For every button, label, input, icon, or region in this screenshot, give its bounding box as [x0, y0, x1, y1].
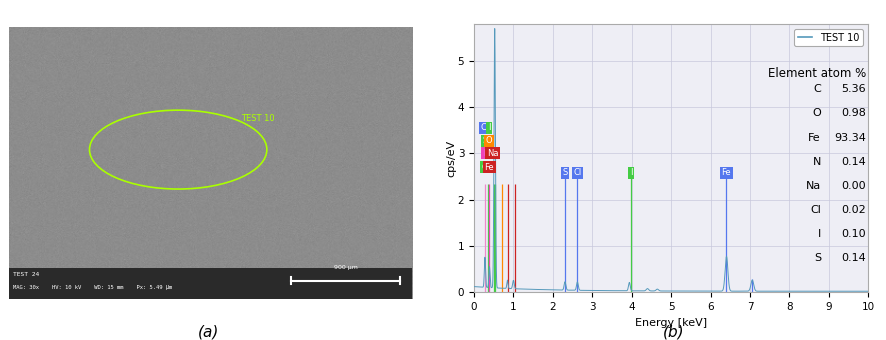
Text: Fe: Fe [485, 163, 494, 172]
Text: Fe: Fe [808, 133, 821, 142]
X-axis label: Energy [keV]: Energy [keV] [635, 318, 707, 328]
Text: 0.98: 0.98 [842, 108, 867, 118]
Text: 0.14: 0.14 [842, 157, 867, 167]
Text: 93.34: 93.34 [835, 133, 867, 142]
Text: S: S [563, 168, 568, 177]
Text: S: S [814, 253, 821, 264]
Text: Cl: Cl [573, 168, 581, 177]
Text: S: S [482, 136, 487, 145]
Text: Fe: Fe [721, 168, 731, 177]
Text: 0.14: 0.14 [842, 253, 867, 264]
Text: 5.36: 5.36 [842, 84, 867, 94]
Text: C: C [813, 84, 821, 94]
Text: 900 μm: 900 μm [333, 265, 357, 270]
Text: I: I [630, 168, 633, 177]
Text: 0.02: 0.02 [842, 205, 867, 215]
Text: I: I [488, 123, 491, 133]
Text: 0.10: 0.10 [842, 229, 867, 239]
Text: TEST 10: TEST 10 [241, 114, 275, 123]
Legend: TEST 10: TEST 10 [794, 29, 864, 47]
Y-axis label: cps/eV: cps/eV [447, 139, 456, 177]
Text: Na: Na [805, 181, 821, 191]
Text: Element atom %: Element atom % [768, 67, 867, 80]
Text: TEST 24: TEST 24 [13, 272, 39, 277]
Text: C: C [482, 163, 487, 172]
Text: O: O [486, 136, 493, 145]
Text: N: N [812, 157, 821, 167]
Text: N: N [483, 149, 489, 158]
Text: (a): (a) [198, 325, 219, 340]
Text: O: O [812, 108, 821, 118]
Text: 0.00: 0.00 [842, 181, 867, 191]
Text: I: I [818, 229, 821, 239]
FancyBboxPatch shape [9, 268, 412, 299]
Text: MAG: 30x    HV: 10 kV    WD: 15 mm    Px: 5.49 μm: MAG: 30x HV: 10 kV WD: 15 mm Px: 5.49 μm [13, 285, 172, 290]
Text: Na: Na [487, 149, 499, 158]
Text: (b): (b) [663, 325, 684, 340]
Text: Cl: Cl [810, 205, 821, 215]
Text: Cl: Cl [480, 123, 489, 133]
